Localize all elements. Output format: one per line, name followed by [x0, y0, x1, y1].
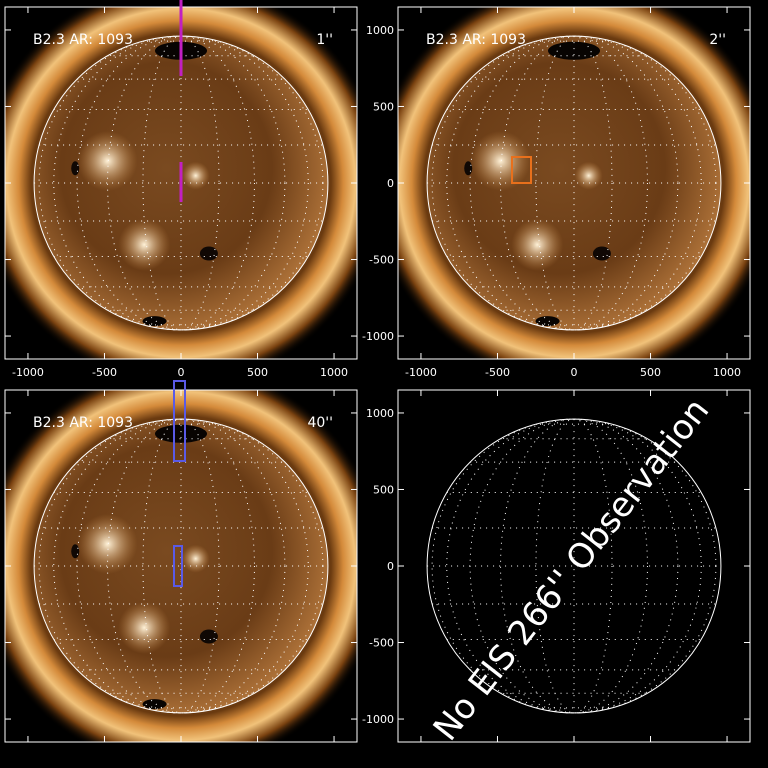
- bright-region: [77, 130, 138, 191]
- sunspot: [199, 246, 218, 261]
- sunspot: [71, 544, 80, 559]
- y-tick-label: 500: [373, 100, 394, 113]
- bright-region: [118, 601, 171, 654]
- sunspot: [71, 161, 80, 176]
- meridian: [53, 35, 309, 331]
- x-tick-label: -500: [485, 366, 510, 379]
- meridian: [107, 418, 255, 714]
- slit-label: 1'': [316, 32, 333, 48]
- y-tick-label: -1000: [362, 330, 394, 343]
- y-tick-label: 0: [387, 177, 394, 190]
- y-tick-label: -1000: [362, 713, 394, 726]
- helio-grid: [427, 418, 721, 714]
- coronal-hole: [535, 316, 560, 327]
- panel: 1000 500 0 -500 -1000 No EIS 266'' Observatio…: [362, 389, 751, 748]
- x-tick-label: 1000: [320, 366, 348, 379]
- meridian: [107, 35, 255, 331]
- slit-box: [511, 156, 532, 184]
- bright-region: [77, 513, 138, 574]
- slit-box: [173, 380, 186, 462]
- x-tick-label: 500: [640, 366, 661, 379]
- bright-region: [470, 130, 531, 191]
- coronal-hole: [142, 316, 167, 327]
- panel-label: B2.3 AR: 1093: [33, 32, 133, 48]
- bright-region: [181, 544, 210, 573]
- slit-label: 40'': [307, 415, 333, 431]
- solar-disk: [427, 36, 721, 330]
- sunspot: [464, 161, 473, 176]
- y-tick-label: 500: [373, 483, 394, 496]
- y-tick-label: 1000: [366, 407, 394, 420]
- coronal-hole: [548, 41, 600, 60]
- bright-region: [118, 218, 171, 271]
- y-tick-label: 1000: [366, 24, 394, 37]
- limb: [426, 35, 722, 331]
- coronal-hole: [155, 424, 207, 443]
- panel: -1000 -500 0 500 1000 B2.3 AR: 1093 1'': [4, 0, 358, 379]
- meridian: [500, 418, 648, 714]
- sunspot: [199, 629, 218, 644]
- limb: [33, 418, 329, 714]
- meridian: [500, 35, 648, 331]
- panel-label: B2.3 AR: 1093: [426, 32, 526, 48]
- y-tick-label: -500: [369, 254, 394, 267]
- coronal-hole: [142, 699, 167, 710]
- sun-image: [398, 7, 750, 359]
- x-tick-label: 0: [571, 366, 578, 379]
- meridian: [53, 418, 309, 714]
- limb: [426, 418, 722, 714]
- panel-label: B2.3 AR: 1093: [33, 415, 133, 431]
- x-tick-label: 0: [178, 366, 185, 379]
- no-data-message: No EIS 266'' Observation: [426, 391, 718, 748]
- slit-box: [173, 545, 183, 587]
- helio-grid: [427, 35, 721, 331]
- panel: -1000 -500 0 500 1000 1000 500 0 -500 -1000 B2.3 A…: [362, 6, 751, 379]
- bright-region: [574, 161, 603, 190]
- meridian: [446, 418, 702, 714]
- sunspot: [592, 246, 611, 261]
- meridian: [446, 35, 702, 331]
- slit-label: 2'': [709, 32, 726, 48]
- bright-region: [181, 161, 210, 190]
- sun-image: [5, 7, 357, 359]
- bright-region: [511, 218, 564, 271]
- panel: B2.3 AR: 1093 40'': [4, 380, 358, 743]
- y-tick-label: -500: [369, 637, 394, 650]
- y-tick-label: 0: [387, 560, 394, 573]
- x-tick-label: 1000: [713, 366, 741, 379]
- x-tick-label: 500: [247, 366, 268, 379]
- x-tick-label: -1000: [405, 366, 437, 379]
- x-tick-label: -1000: [12, 366, 44, 379]
- x-tick-label: -500: [92, 366, 117, 379]
